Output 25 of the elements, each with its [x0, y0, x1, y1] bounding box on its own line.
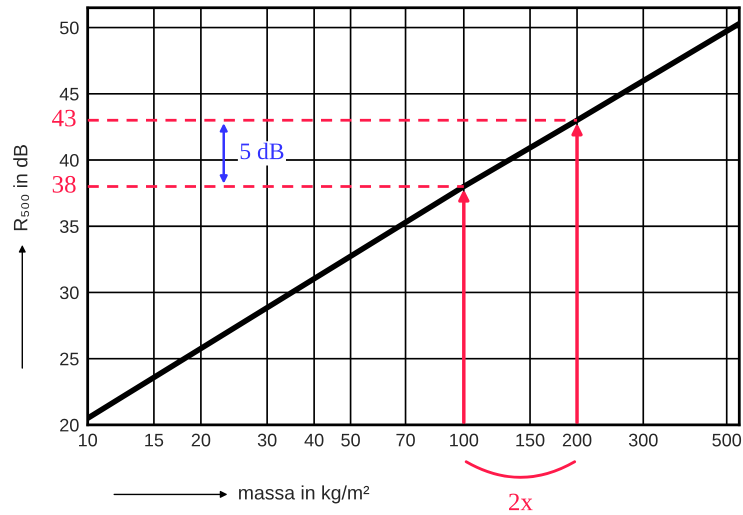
y-tick-label: 40 [60, 154, 79, 167]
x-tick-label: 70 [396, 434, 415, 446]
annotation: 5 dB [240, 142, 284, 160]
x-tick-label: 50 [341, 434, 360, 446]
x-tick-label: 20 [192, 434, 210, 446]
annotation: 43 [52, 110, 76, 127]
y-tick-label: 25 [60, 352, 79, 366]
x-tick-label: 10 [79, 434, 98, 446]
y-tick-label: 50 [60, 22, 79, 34]
y-axis-title: R₅₀₀ in dB [13, 145, 30, 230]
x-axis-title: massa in kg/m² [239, 485, 370, 504]
y-tick-label: 30 [60, 286, 79, 300]
annotation: 38 [52, 176, 76, 193]
x-tick-label: 200 [562, 434, 592, 446]
x-tick-label: 150 [516, 434, 544, 446]
x-tick-label: 40 [304, 434, 324, 446]
y-tick-label: 45 [60, 88, 79, 101]
x-tick-label: 100 [450, 434, 478, 446]
y-tick-label: 20 [60, 418, 79, 432]
text: 2x [509, 494, 533, 510]
x-tick-label: 300 [628, 434, 658, 446]
x-tick-label: 500 [712, 434, 742, 446]
x-tick-label: 15 [145, 434, 164, 446]
y-tick-label: 35 [60, 220, 79, 233]
x-tick-label: 30 [258, 434, 276, 446]
